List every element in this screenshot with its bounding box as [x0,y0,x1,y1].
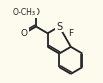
Text: S: S [56,21,62,32]
Text: O-CH₃: O-CH₃ [13,8,36,18]
Text: F: F [68,29,73,38]
Text: O: O [33,8,40,18]
Text: O: O [21,29,28,38]
